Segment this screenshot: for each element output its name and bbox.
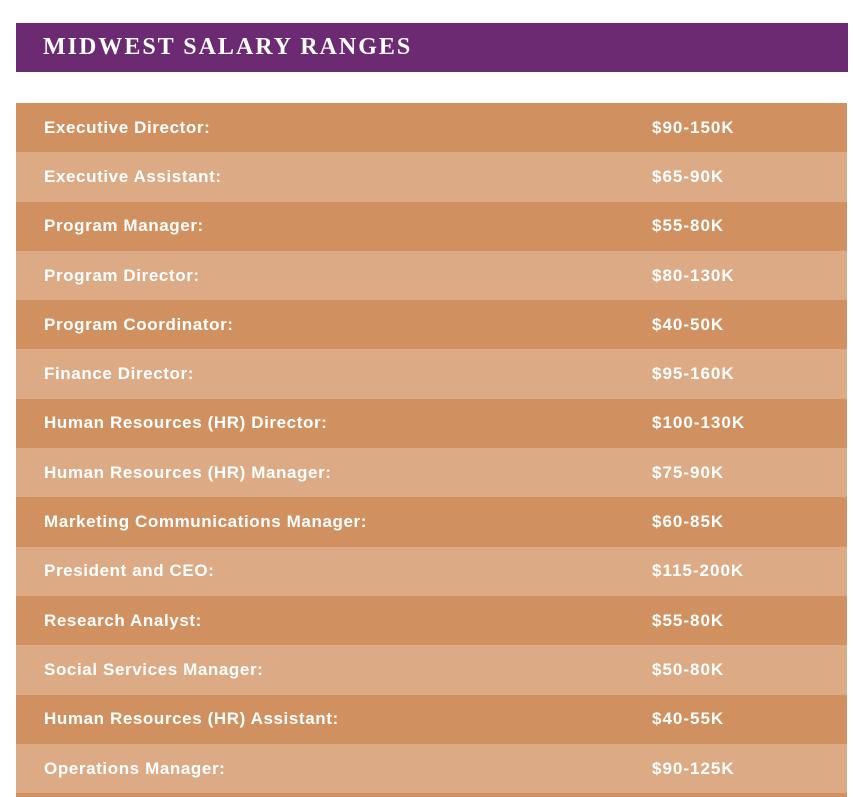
salary-range-value: $50-80K — [652, 659, 725, 679]
job-title-label: Finance Director: — [44, 364, 195, 384]
salary-range-value: $90-125K — [652, 758, 735, 778]
table-row: President and CEO: $115-200K — [16, 546, 847, 596]
salary-range-value: $55-80K — [652, 216, 725, 236]
table-row: Social Services Manager: $50-80K — [16, 645, 847, 695]
salary-range-value: $40-50K — [652, 314, 725, 334]
table-row: Human Resources (HR) Manager: $75-90K — [16, 448, 847, 498]
table-row: Marketing Communications Manager: $60-85… — [16, 497, 847, 547]
job-title-label: Research Analyst: — [44, 610, 202, 630]
salary-table: Executive Director: $90-150K Executive A… — [16, 103, 847, 797]
job-title-label: Human Resources (HR) Director: — [44, 413, 328, 433]
table-rows-container: Executive Director: $90-150K Executive A… — [16, 103, 847, 794]
job-title-label: Executive Director: — [44, 117, 211, 137]
table-row-partial — [16, 793, 847, 797]
salary-range-value: $95-160K — [652, 364, 735, 384]
job-title-label: Executive Assistant: — [44, 166, 222, 186]
table-row: Program Manager: $55-80K — [16, 201, 847, 251]
table-row: Program Director: $80-130K — [16, 250, 847, 301]
salary-range-value: $80-130K — [652, 265, 735, 285]
job-title-label: Social Services Manager: — [44, 659, 264, 679]
salary-range-value: $65-90K — [652, 166, 725, 186]
job-title-label: Human Resources (HR) Assistant: — [44, 709, 339, 729]
job-title-label: Human Resources (HR) Manager: — [44, 462, 332, 482]
table-row: Executive Assistant: $65-90K — [16, 152, 847, 202]
job-title-label: Marketing Communications Manager: — [44, 512, 368, 532]
salary-range-value: $75-90K — [652, 462, 725, 482]
table-row: Human Resources (HR) Assistant: $40-55K — [16, 694, 847, 744]
job-title-label: Operations Manager: — [44, 758, 226, 778]
table-row: Finance Director: $95-160K — [16, 349, 847, 399]
table-row: Program Coordinator: $40-50K — [16, 300, 847, 350]
job-title-label: Program Director: — [44, 265, 200, 285]
table-row: Executive Director: $90-150K — [16, 103, 847, 153]
salary-range-value: $100-130K — [652, 413, 746, 433]
salary-range-value: $60-85K — [652, 512, 725, 532]
salary-range-value: $55-80K — [652, 610, 725, 630]
table-row: Operations Manager: $90-125K — [16, 743, 847, 794]
salary-range-value: $90-150K — [652, 117, 735, 137]
job-title-label: President and CEO: — [44, 561, 215, 581]
section-header-bar: MIDWEST SALARY RANGES — [16, 23, 848, 72]
job-title-label: Program Coordinator: — [44, 314, 234, 334]
page-title: MIDWEST SALARY RANGES — [43, 34, 413, 60]
table-row: Research Analyst: $55-80K — [16, 595, 847, 646]
salary-range-value: $40-55K — [652, 709, 725, 729]
salary-range-value: $115-200K — [652, 561, 745, 581]
job-title-label: Program Manager: — [44, 216, 204, 236]
table-row: Human Resources (HR) Director: $100-130K — [16, 398, 847, 449]
